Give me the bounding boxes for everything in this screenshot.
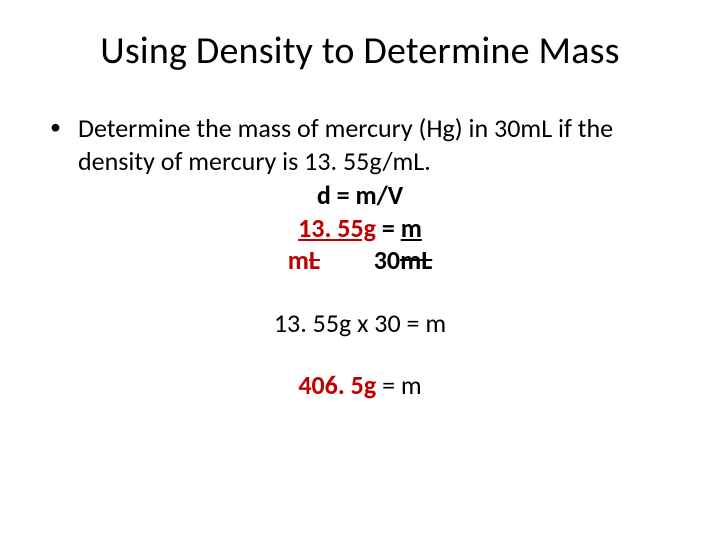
bullet-text: Determine the mass of mercury (Hg) in 30…	[78, 112, 670, 177]
equation-lhs: 13. 55g = m mL 30mL	[288, 212, 432, 277]
denominator-row: mL 30mL	[288, 244, 432, 277]
equation-fraction-row: 13. 55g = m mL 30mL	[50, 212, 670, 277]
slide-title: Using Density to Determine Mass	[50, 28, 670, 74]
answer-value: 406. 5g	[298, 369, 376, 401]
bullet-marker: •	[50, 112, 78, 143]
rhs-den-strike: mL	[400, 244, 432, 276]
problem-text-3: L.	[413, 145, 431, 177]
answer-line: 406. 5g = m	[50, 369, 670, 402]
lhs-den-prefix: m	[288, 244, 309, 276]
eq-sign-1: =	[376, 212, 401, 244]
step-line: 13. 55g x 30 = m	[50, 307, 670, 340]
lhs-den-strike: L	[309, 244, 320, 276]
answer-suffix: = m	[376, 369, 421, 401]
slide-body: • Determine the mass of mercury (Hg) in …	[50, 112, 670, 402]
slide: Using Density to Determine Mass • Determ…	[0, 0, 720, 540]
lhs-numerator: 13. 55g = m	[288, 212, 432, 245]
bullet-item: • Determine the mass of mercury (Hg) in …	[50, 112, 670, 177]
lhs-num-value: 13. 55g	[298, 212, 376, 244]
rhs-num-value: m	[401, 212, 422, 244]
problem-text-1: Determine the mass of mercury (Hg) in 30…	[78, 112, 541, 144]
formula-line: d = m/V	[50, 179, 670, 212]
rhs-den-prefix: 30	[374, 244, 400, 276]
